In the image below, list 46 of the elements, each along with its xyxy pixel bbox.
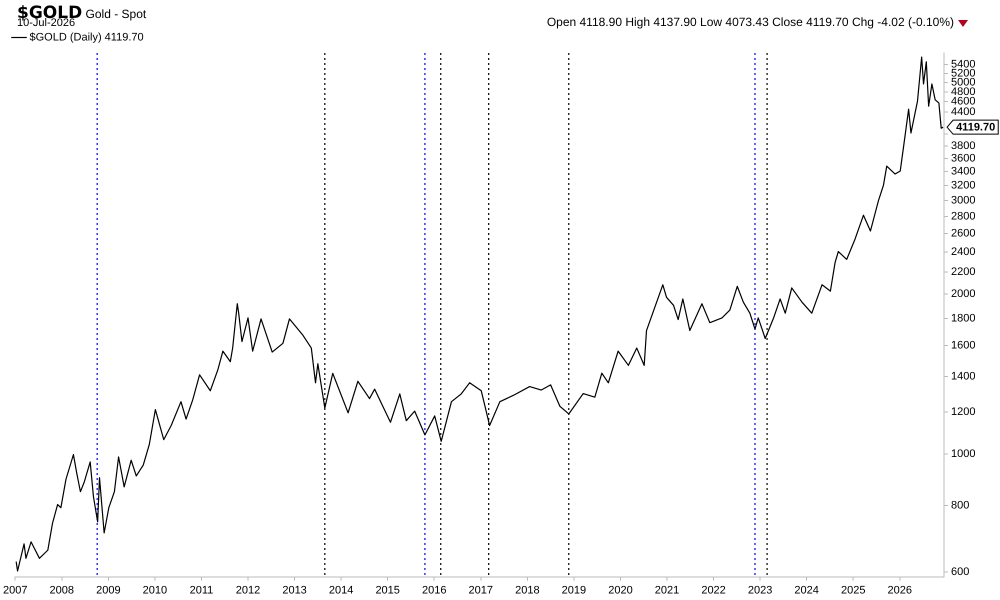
x-tick-label: 2025 (840, 584, 866, 596)
y-tick-label: 5000 (951, 76, 976, 88)
y-tick-label: 2400 (951, 246, 976, 258)
x-tick-label: 2010 (142, 584, 168, 596)
y-tick-label: 3600 (951, 152, 976, 164)
y-tick-label: 4800 (951, 86, 976, 98)
x-tick-label: 2026 (888, 584, 912, 596)
chart-subtitle: Gold - Spot (86, 7, 146, 21)
x-tick-label: 2007 (2, 584, 28, 596)
x-tick-label: 2022 (701, 584, 726, 596)
legend-label: $GOLD (Daily) 4119.70 (30, 32, 144, 44)
y-tick-label: 3400 (951, 166, 976, 178)
y-tick-label: 1600 (951, 340, 976, 352)
text: Open 4118.90 High 4137.90 Low 4073.43 Close 4119.70 Chg -4.02 (-0.10%) (546, 15, 954, 29)
text: 10-Jul-2026 (17, 17, 76, 29)
y-tick-label: 2000 (951, 288, 976, 300)
y-tick-label: 3000 (951, 194, 976, 206)
x-tick-label: 2015 (375, 584, 400, 596)
y-tick-label: 1000 (951, 448, 976, 460)
x-tick-label: 2008 (50, 584, 74, 596)
x-tick-label: 2017 (468, 584, 494, 596)
y-tick-label: 4600 (951, 96, 976, 108)
x-tick-label: 2024 (794, 584, 819, 596)
y-tick-label: 3800 (951, 140, 976, 152)
y-tick-label: 1400 (951, 370, 976, 382)
x-tick-label: 2009 (96, 584, 121, 596)
y-tick-label: 800 (951, 500, 970, 512)
y-tick-label: 2800 (951, 210, 976, 222)
y-tick-label: 3200 (951, 180, 976, 192)
x-tick-label: 2013 (282, 584, 307, 596)
x-tick-label: 2018 (515, 584, 540, 596)
x-tick-label: 2012 (236, 584, 260, 596)
y-tick-label: 600 (951, 566, 970, 578)
annotation: 4119.70 (956, 122, 996, 134)
x-tick-label: 2016 (422, 584, 446, 596)
x-tick-label: 2014 (328, 584, 354, 596)
x-tick-label: 2019 (562, 584, 586, 596)
x-tick-label: 2023 (748, 584, 772, 596)
y-tick-label: 1200 (951, 406, 976, 418)
y-tick-label: 4400 (951, 106, 976, 118)
y-tick-label: 2200 (951, 266, 976, 278)
y-tick-label: 1800 (951, 312, 976, 324)
x-tick-label: 2020 (608, 584, 633, 596)
x-tick-label: 2021 (654, 584, 680, 596)
y-tick-label: 2600 (951, 228, 976, 240)
x-tick-label: 2011 (190, 584, 214, 596)
